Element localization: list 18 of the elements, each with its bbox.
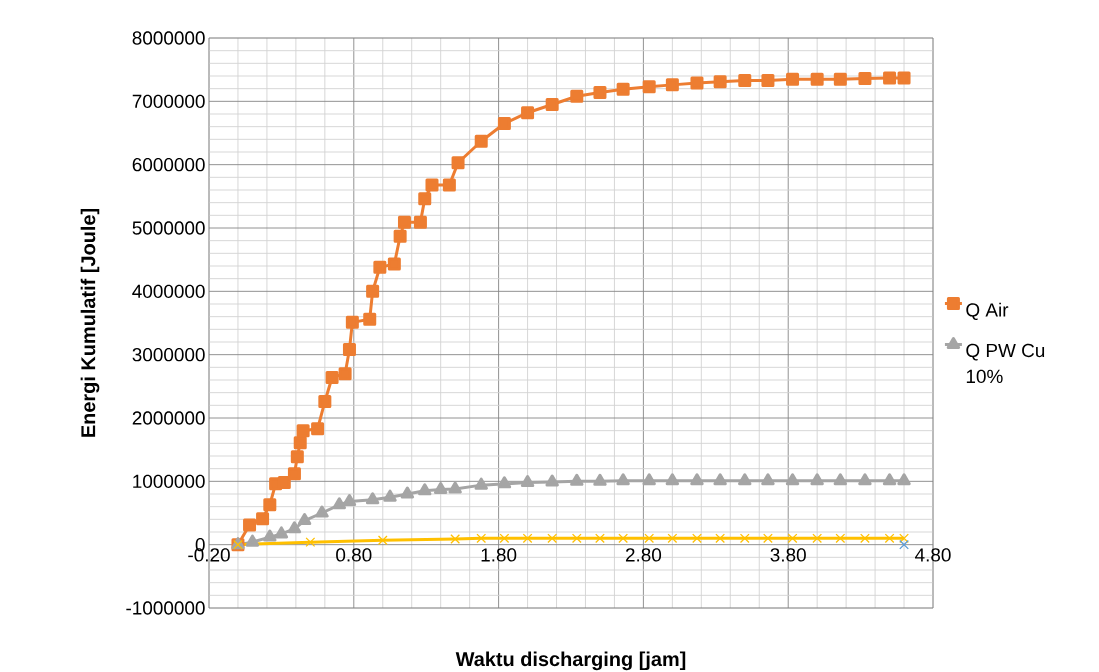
- y-tick-label: 4000000: [132, 284, 205, 299]
- y-tick-label: 5000000: [132, 221, 205, 235]
- y-tick-label: 8000000: [132, 31, 205, 45]
- legend-label: Q Air: [966, 302, 1009, 321]
- x-tick-label: 1.80: [481, 548, 517, 562]
- x-axis-title: Waktu discharging [jam]: [455, 651, 686, 671]
- y-axis-title: Energi Kumulatif [Joule]: [80, 209, 100, 437]
- x-tick-label: 3.80: [770, 548, 806, 562]
- y-tick-label: 6000000: [132, 157, 205, 172]
- y-tick-label: 2000000: [132, 411, 205, 425]
- x-tick-label: 0.80: [336, 548, 372, 562]
- x-tick-label: 4.80: [915, 548, 951, 562]
- legend-label: Q PW Cu 10%: [966, 343, 1045, 384]
- y-tick-label: 7000000: [132, 94, 205, 109]
- y-tick-label: -1000000: [126, 601, 205, 615]
- x-tick-label: 2.80: [625, 548, 662, 562]
- y-tick-label: 3000000: [132, 347, 205, 362]
- y-tick-label: 1000000: [133, 474, 205, 489]
